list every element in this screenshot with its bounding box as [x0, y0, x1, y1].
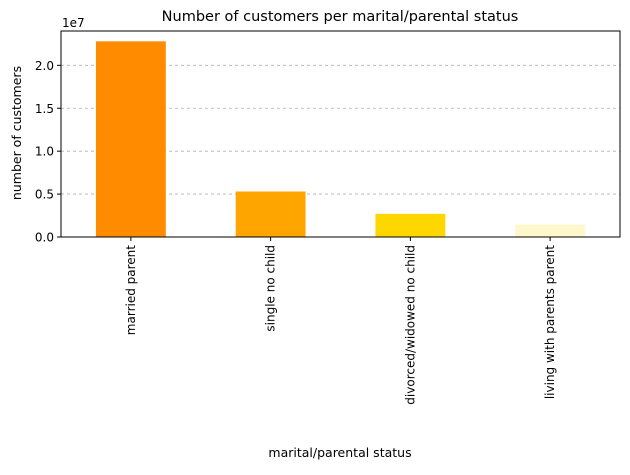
y-axis-label: number of customers: [9, 66, 24, 200]
x-axis-label: marital/parental status: [268, 445, 411, 460]
axes: [60, 30, 621, 238]
y-tick-label: 0.5: [35, 188, 54, 202]
x-tick-label: single no child: [264, 245, 278, 332]
y-tick-label: 1.0: [35, 145, 54, 159]
bar-2: [235, 191, 306, 237]
y-tick-label: 2.0: [35, 59, 54, 73]
x-ticks: married parent single no child divorced/wi…: [124, 237, 557, 405]
bar-3: [375, 213, 446, 237]
x-tick-label: living with parents parent: [543, 245, 557, 399]
x-tick-label: divorced/widowed no child: [403, 245, 417, 405]
x-tick-label: married parent: [124, 245, 138, 335]
y-axis-offset-label: 1e7: [62, 16, 85, 30]
bar-4: [515, 224, 586, 237]
y-ticks: 0.0 0.5 1.0 1.5 2.0: [35, 59, 61, 245]
y-tick-label: 1.5: [35, 102, 54, 116]
bar-1: [95, 41, 166, 237]
y-tick-label: 0.0: [35, 231, 54, 245]
plot-frame: [60, 30, 621, 238]
chart-title: Number of customers per marital/parental…: [162, 9, 519, 25]
bars: [95, 41, 586, 237]
